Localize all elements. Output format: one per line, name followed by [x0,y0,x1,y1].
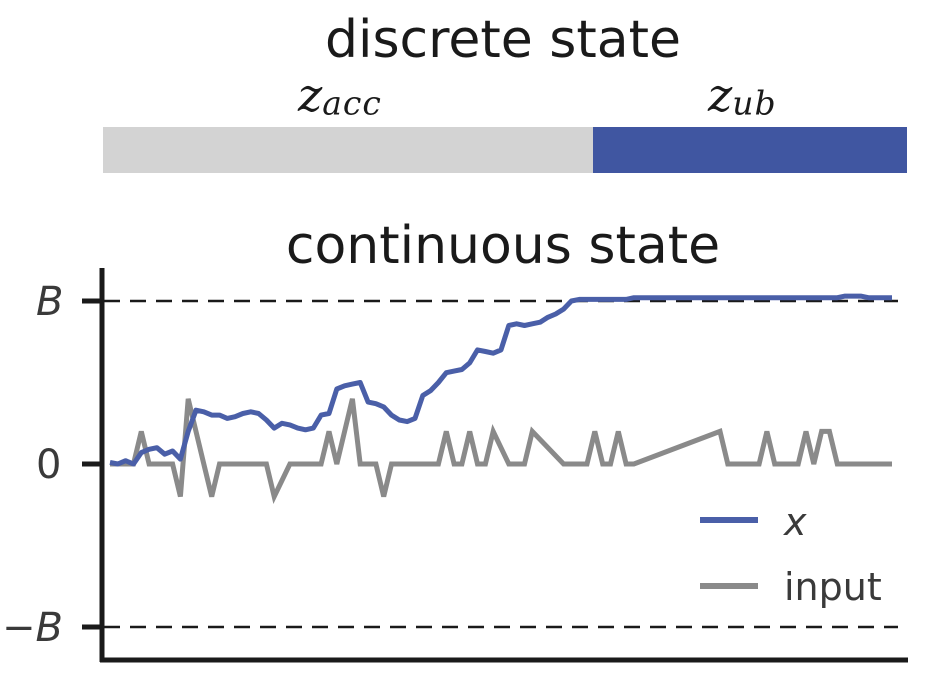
legend-label-x: x [783,500,807,544]
legend: x input [700,500,882,609]
series-line-x [109,293,892,467]
chart-title: continuous state [285,216,721,276]
ytick-label-0: 0 [36,442,62,488]
state-label-acc: zacc [298,72,382,119]
state-bar-ub [593,127,907,173]
state-label-acc-main: z [298,68,323,122]
state-bar-acc [103,127,594,173]
series-line-input [110,398,892,505]
state-label-acc-sub: acc [322,83,382,123]
ytick-label-B: B [36,279,64,325]
state-label-ub: zub [708,72,777,119]
state-label-ub-sub: ub [732,83,777,123]
state-label-ub-main: z [708,68,733,122]
discrete-state-title: discrete state [324,10,681,70]
ytick-label-negB: −B [2,605,63,651]
legend-label-input: input [784,565,882,609]
